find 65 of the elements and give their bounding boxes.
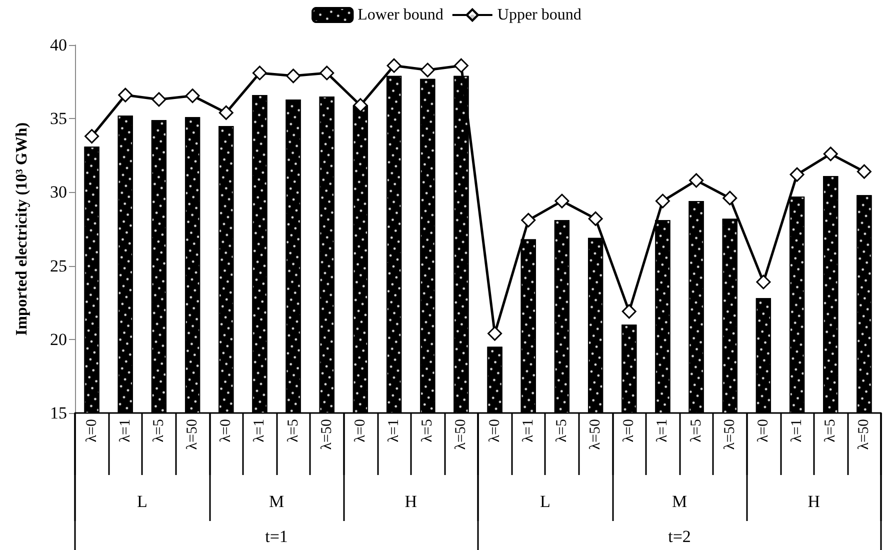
point	[320, 66, 334, 80]
x-tick-label: λ=1	[654, 419, 671, 442]
point	[118, 88, 133, 102]
x-tick-label: λ=0	[755, 419, 772, 442]
text: H	[404, 492, 417, 511]
text: M	[268, 492, 284, 511]
point	[353, 98, 368, 113]
x-tick-label: λ=50	[588, 419, 604, 450]
point	[722, 190, 738, 206]
x-tick-label: λ=5	[285, 419, 302, 442]
point	[488, 326, 502, 341]
x-tick-label: λ=1	[520, 419, 536, 442]
text: t=1	[265, 527, 288, 546]
y-tick-label: 15	[50, 404, 67, 422]
text: L	[136, 492, 148, 511]
y-tick-label: 35	[50, 109, 67, 128]
text: L	[540, 492, 550, 511]
point	[454, 58, 468, 73]
x-tick-label: λ=0	[218, 419, 234, 442]
x-tick-label: λ=50	[453, 419, 470, 450]
x-tick-label: λ=0	[486, 419, 503, 442]
x-tick-label: λ=0	[621, 419, 638, 442]
x-tick-label: λ=50	[184, 419, 201, 450]
point	[521, 212, 536, 228]
point	[152, 92, 166, 107]
point	[84, 129, 100, 144]
point	[689, 173, 704, 188]
text: t=2	[668, 527, 691, 546]
x-tick-label: λ=1	[789, 419, 806, 442]
x-tick-label: λ=50	[318, 419, 335, 450]
point	[218, 105, 234, 120]
point	[554, 194, 570, 208]
point	[622, 304, 636, 319]
point	[588, 211, 603, 226]
x-tick-label: λ=0	[84, 419, 100, 442]
x-tick-label: λ=1	[117, 419, 134, 442]
text: M	[672, 492, 688, 511]
x-tick-label: λ=5	[150, 419, 167, 442]
x-tick-label: λ=5	[688, 419, 704, 442]
x-tick-label: λ=5	[420, 419, 436, 442]
point	[386, 58, 402, 73]
x-tick-label: λ=1	[252, 419, 268, 442]
x-tick-label: λ=50	[856, 419, 872, 450]
y-tick-label: 20	[50, 330, 67, 349]
point	[756, 274, 771, 290]
point	[655, 194, 670, 208]
x-tick-label: λ=5	[554, 419, 570, 442]
legend-label: Lower bound	[358, 6, 444, 24]
point	[420, 62, 435, 78]
point	[823, 146, 838, 162]
y-tick-label: 25	[50, 256, 67, 276]
x-tick-label: λ=0	[352, 419, 368, 442]
y-axis-title: Imported electricity (10³ GWh)	[14, 122, 30, 336]
point	[252, 66, 267, 80]
y-tick-label: 40	[50, 36, 67, 54]
point	[185, 88, 200, 104]
point	[790, 167, 804, 182]
legend-label: Upper bound	[497, 6, 582, 24]
point	[856, 164, 872, 179]
x-tick-label: λ=5	[822, 419, 839, 442]
point	[286, 68, 301, 84]
x-tick-label: λ=1	[386, 419, 402, 442]
y-tick-label: 30	[50, 182, 67, 202]
text: H	[808, 492, 820, 511]
x-tick-label: λ=50	[722, 419, 738, 450]
